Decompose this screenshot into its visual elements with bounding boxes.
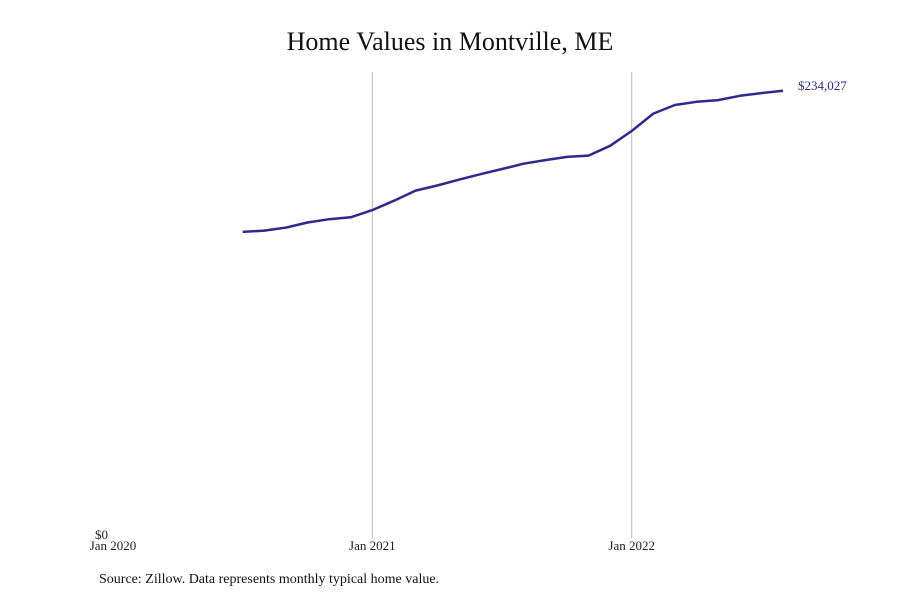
y-tick-label: $0 (95, 527, 108, 542)
x-tick-label: Jan 2022 (608, 538, 655, 553)
source-note: Source: Zillow. Data represents monthly … (99, 572, 440, 587)
end-value-label: $234,027 (798, 78, 847, 93)
series-line (242, 89, 784, 234)
x-tick-label: Jan 2020 (90, 538, 137, 553)
series-layer: $234,027 (242, 78, 847, 234)
grid-lines (371, 72, 633, 538)
x-tick-label: Jan 2021 (349, 538, 396, 553)
axis-ticks: Jan 2020 Jan 2021 Jan 2022 $0 (90, 527, 655, 553)
chart-title: Home Values in Montville, ME (286, 27, 614, 56)
